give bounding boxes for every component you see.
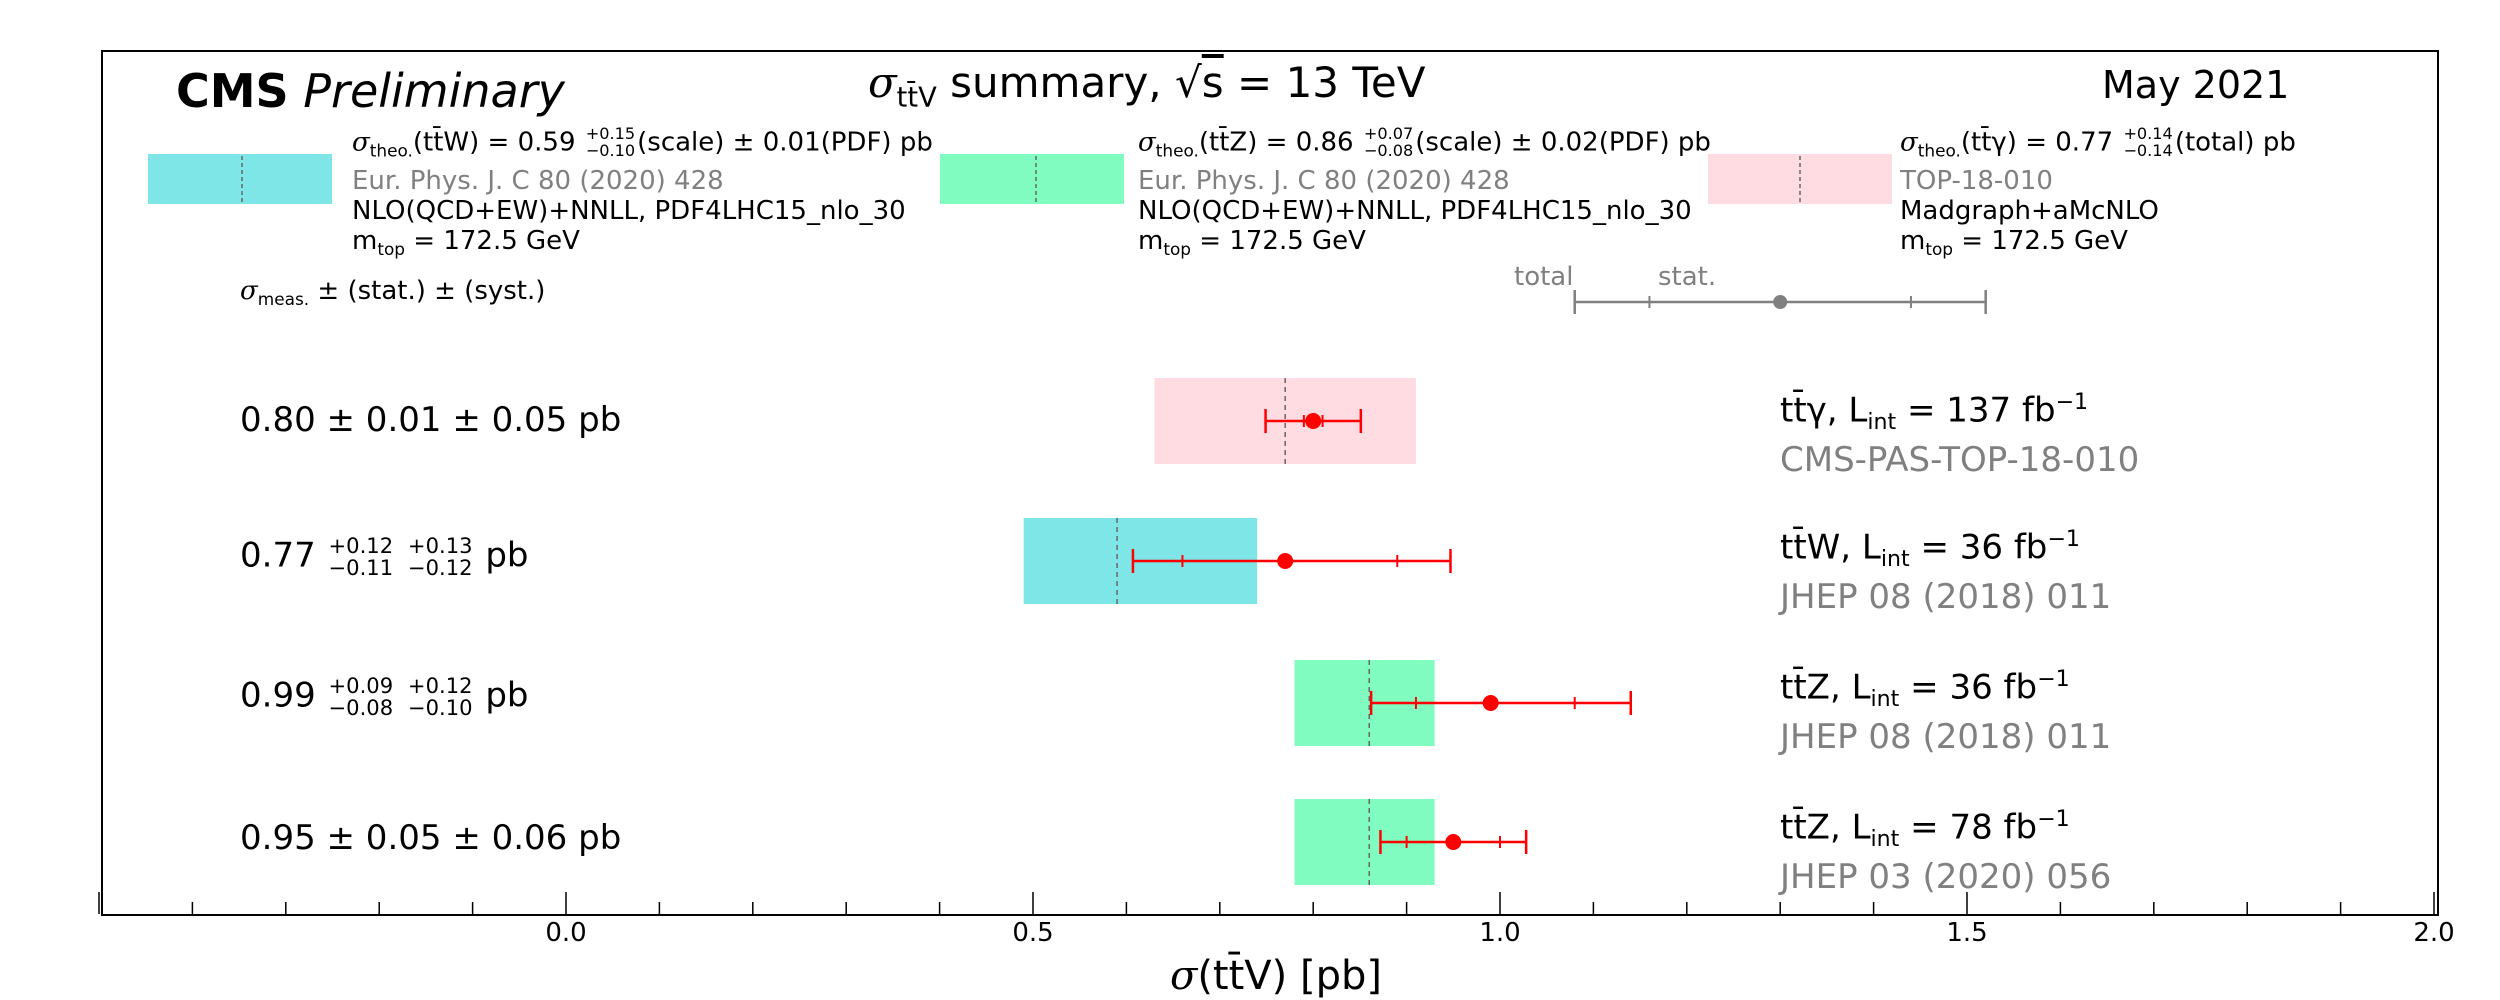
measurement-result-ttz-36: 0.99 +0.09 −0.08 +0.12 −0.10 pb <box>240 673 529 721</box>
theory-method: NLO(QCD+EW)+NNLL, PDF4LHC15_nlo_30 <box>1138 195 1692 226</box>
x-tick-label: 0.5 <box>1012 918 1054 948</box>
experiment-status: Preliminary <box>303 64 565 118</box>
theory-legend-ttz: σtheo.(tt̄Z) = 0.86 +0.07 −0.08 (scale) ± … <box>1138 124 1711 264</box>
theory-reference: Eur. Phys. J. C 80 (2020) 428 <box>1138 165 1510 196</box>
measurement-legend-label: σmeas. ± (stat.) ± (syst.) <box>240 276 546 310</box>
legend-total-label: total <box>1514 262 1574 292</box>
theory-reference: TOP-18-010 <box>1900 165 2053 196</box>
process-label-ttw: tt̄W, Lint = 36 fb−1 JHEP 08 (2018) 011 <box>1780 526 2112 618</box>
theory-legend-swatch <box>940 154 1124 204</box>
legend-stat-label: stat. <box>1658 262 1717 292</box>
theory-method: NLO(QCD+EW)+NNLL, PDF4LHC15_nlo_30 <box>352 195 906 226</box>
process-label-ttgamma: tt̄γ, Lint = 137 fb−1 CMS-PAS-TOP-18-010 <box>1780 389 2140 481</box>
x-tick-label: 0.0 <box>545 918 587 948</box>
theory-reference: Eur. Phys. J. C 80 (2020) 428 <box>352 165 724 196</box>
plot-frame <box>101 50 2439 916</box>
theory-mtop: mtop = 172.5 GeV <box>1900 225 2128 259</box>
theory-mtop: mtop = 172.5 GeV <box>1138 225 1366 259</box>
legend-marker <box>1773 295 1788 309</box>
date-label: May 2021 <box>2102 63 2290 107</box>
experiment-name: CMS <box>176 64 289 118</box>
measurement-marker <box>1277 553 1294 569</box>
measurement-marker <box>1482 695 1499 711</box>
x-tick-label: 1.5 <box>1946 918 1988 948</box>
process-reference: CMS-PAS-TOP-18-010 <box>1780 440 2140 481</box>
theory-mtop: mtop = 172.5 GeV <box>352 225 580 259</box>
theory-legend-ttgamma: σtheo.(tt̄γ) = 0.77 +0.14 −0.14 (total) pb… <box>1900 124 2296 264</box>
process-reference: JHEP 03 (2020) 056 <box>1780 857 2112 898</box>
x-axis-title: σ(tt̄V) [pb] <box>1170 953 1382 999</box>
measurement-marker <box>1445 834 1462 850</box>
theory-method: Madgraph+aMcNLO <box>1900 195 2159 226</box>
theory-legend-ttw: σtheo.(tt̄W) = 0.59 +0.15 −0.10 (scale) ± … <box>352 124 933 264</box>
theory-label: σtheo.(tt̄γ) = 0.77 +0.14 −0.14 (total) pb <box>1900 124 2296 161</box>
measurement-result-ttw: 0.77 +0.12 −0.11 +0.13 −0.12 pb <box>240 533 529 581</box>
process-reference: JHEP 08 (2018) 011 <box>1780 577 2112 618</box>
measurement-result-ttz-78: 0.95 ± 0.05 ± 0.06 pb <box>240 818 622 858</box>
theory-label: σtheo.(tt̄W) = 0.59 +0.15 −0.10 (scale) ± … <box>352 124 933 161</box>
experiment-label: CMS Preliminary <box>176 68 565 114</box>
theory-legend-swatch <box>148 154 332 204</box>
theory-label: σtheo.(tt̄Z) = 0.86 +0.07 −0.08 (scale) ± … <box>1138 124 1711 161</box>
process-label-ttz-78: tt̄Z, Lint = 78 fb−1 JHEP 03 (2020) 056 <box>1780 806 2112 898</box>
x-tick-label: 1.0 <box>1479 918 1521 948</box>
process-reference: JHEP 08 (2018) 011 <box>1780 717 2112 758</box>
measurement-marker <box>1305 413 1322 429</box>
plot-title: σtt̄V summary, √s = 13 TeV <box>868 58 1426 114</box>
x-tick-label: 2.0 <box>2413 918 2455 948</box>
measurement-result-ttgamma: 0.80 ± 0.01 ± 0.05 pb <box>240 400 622 440</box>
process-label-ttz-36: tt̄Z, Lint = 36 fb−1 JHEP 08 (2018) 011 <box>1780 666 2112 758</box>
